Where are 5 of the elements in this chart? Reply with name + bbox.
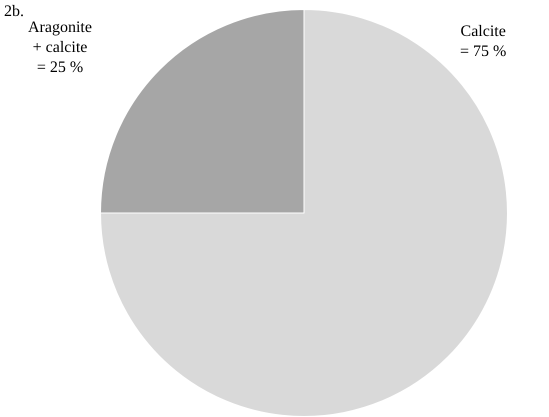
chart-title: 2b. — [4, 2, 24, 22]
data-label: = 75 % — [460, 42, 506, 62]
data-label: = 25 % — [36, 58, 84, 78]
slice-label: Aragonite + calcite — [28, 18, 92, 58]
slice-label: Calcite — [460, 22, 506, 42]
